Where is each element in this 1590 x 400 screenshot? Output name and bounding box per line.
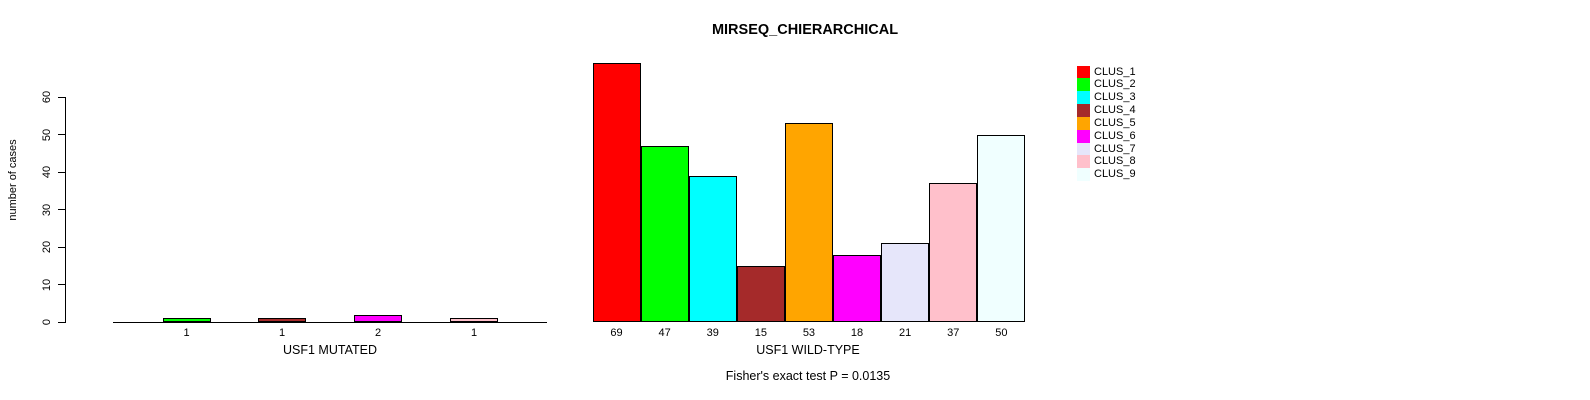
legend-label-clus_7: CLUS_7 — [1094, 142, 1136, 155]
y-axis-tick-label: 10 — [41, 278, 53, 291]
y-axis-tick — [58, 96, 65, 98]
legend-swatch-clus_2 — [1077, 78, 1090, 92]
legend-swatch-clus_5 — [1077, 116, 1090, 130]
y-axis-tick-label: 50 — [41, 128, 53, 141]
legend-swatch-clus_7 — [1077, 142, 1090, 156]
y-axis-tick-label: 60 — [41, 90, 53, 104]
legend-label-clus_2: CLUS_2 — [1094, 78, 1136, 91]
mutated-axis-title: USF1 MUTATED — [283, 343, 377, 357]
bar-count-label: 2 — [374, 327, 382, 339]
legend-label-clus_9: CLUS_9 — [1094, 168, 1136, 181]
bar-count-label: 1 — [278, 327, 286, 339]
legend-label-clus_8: CLUS_8 — [1094, 155, 1136, 168]
bar-clus_6-mutated — [354, 314, 402, 322]
wildtype-axis-title: USF1 WILD-TYPE — [756, 343, 860, 357]
bar-clus_2-wild-type — [640, 145, 689, 322]
bar-count-label: 50 — [995, 327, 1008, 339]
bar-count-label: 47 — [658, 327, 671, 339]
legend-label-clus_6: CLUS_6 — [1094, 129, 1136, 142]
chart-title: MIRSEQ_CHIERARCHICAL — [711, 22, 899, 38]
y-axis-tick — [58, 209, 65, 210]
bar-clus_8-wild-type — [929, 183, 978, 322]
bar-clus_8-mutated — [450, 318, 498, 322]
y-axis-tick-label: 30 — [41, 203, 53, 216]
bar-count-label: 37 — [947, 327, 960, 339]
bar-count-label: 39 — [706, 327, 719, 339]
legend-swatch-clus_6 — [1077, 129, 1090, 143]
legend-swatch-clus_3 — [1077, 91, 1090, 105]
bar-clus_7-wild-type — [881, 243, 930, 322]
bar-count-label: 15 — [754, 327, 767, 339]
bar-count-label: 1 — [183, 327, 190, 339]
legend-label-clus_3: CLUS_3 — [1094, 91, 1136, 104]
y-axis-tick — [58, 171, 65, 173]
legend-swatch-clus_9 — [1077, 168, 1090, 182]
mutated-panel-baseline — [113, 322, 547, 323]
y-axis-tick-label: 40 — [41, 165, 53, 179]
bar-count-label: 1 — [470, 327, 478, 339]
legend-swatch-clus_4 — [1077, 104, 1090, 118]
fisher-test-note: Fisher's exact test P = 0.0135 — [725, 369, 891, 383]
bar-count-label: 18 — [850, 327, 864, 339]
legend-label-clus_4: CLUS_4 — [1094, 104, 1136, 117]
y-axis-tick-label: 20 — [41, 240, 53, 254]
y-axis-tick — [58, 321, 65, 323]
y-axis-tick — [58, 134, 65, 135]
bar-clus_1-wild-type — [592, 63, 641, 322]
legend-swatch-clus_8 — [1077, 155, 1090, 169]
bar-clus_3-wild-type — [688, 175, 737, 322]
y-axis-tick — [58, 284, 65, 285]
y-axis-tick — [58, 246, 65, 248]
bar-clus_6-wild-type — [833, 254, 882, 322]
bar-clus_5-wild-type — [784, 123, 833, 322]
bar-count-label: 53 — [802, 327, 816, 339]
bar-count-label: 21 — [899, 327, 912, 339]
y-axis-tick-label: 0 — [41, 318, 53, 326]
y-axis-title: number of cases — [7, 139, 19, 221]
y-axis-line — [65, 97, 66, 323]
legend-label-clus_1: CLUS_1 — [1094, 65, 1136, 78]
bar-clus_4-wild-type — [736, 265, 785, 322]
bar-clus_4-mutated — [258, 318, 306, 322]
legend-swatch-clus_1 — [1077, 65, 1090, 79]
bar-clus_9-wild-type — [977, 134, 1026, 322]
legend-label-clus_5: CLUS_5 — [1094, 116, 1136, 129]
bar-clus_2-mutated — [162, 318, 211, 322]
bar-count-label: 69 — [610, 327, 623, 339]
